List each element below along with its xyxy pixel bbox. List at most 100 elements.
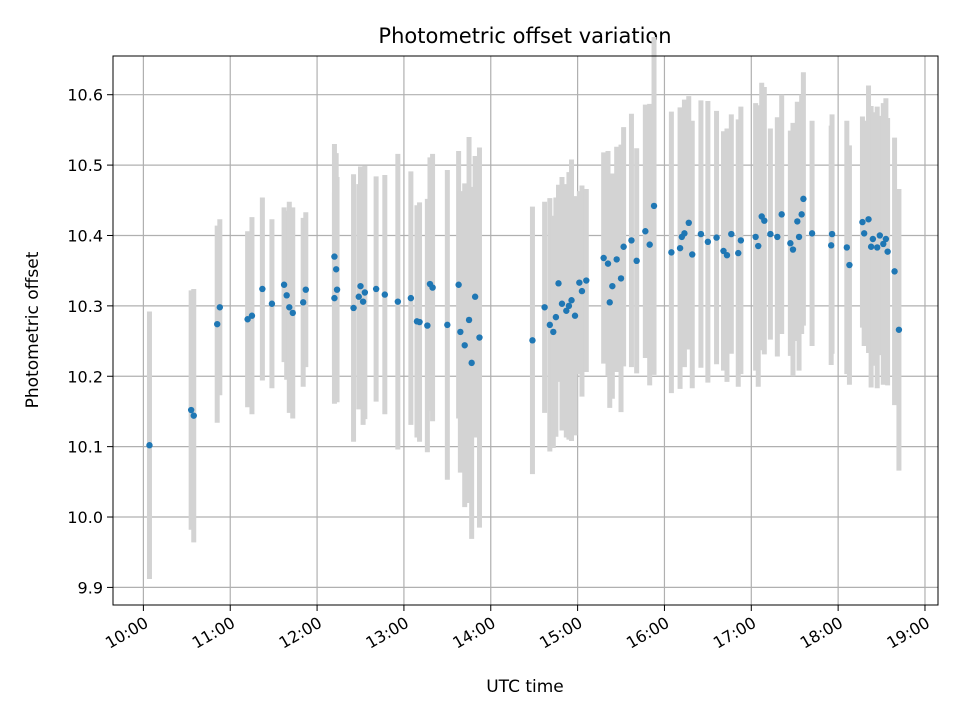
y-tick-label: 9.9 bbox=[78, 578, 103, 597]
data-point bbox=[646, 241, 653, 248]
data-point bbox=[576, 279, 583, 286]
data-point bbox=[882, 235, 890, 243]
data-point bbox=[381, 291, 389, 298]
data-point bbox=[289, 309, 296, 317]
data-point bbox=[609, 282, 616, 290]
data-point bbox=[681, 230, 688, 237]
data-point bbox=[529, 337, 536, 344]
y-tick-label: 10.3 bbox=[67, 297, 103, 316]
data-point bbox=[361, 289, 369, 296]
data-point bbox=[704, 238, 712, 246]
data-point bbox=[874, 244, 881, 251]
y-tick-label: 10.6 bbox=[67, 86, 103, 105]
data-point bbox=[546, 321, 554, 329]
data-point bbox=[280, 281, 288, 288]
y-axis: 9.9 10.0 10.1 10.2 10.3 10.4 10.5 10.6 bbox=[67, 86, 113, 597]
data-point bbox=[299, 299, 307, 306]
data-point bbox=[578, 287, 586, 295]
data-point bbox=[620, 243, 627, 250]
data-point bbox=[268, 300, 276, 307]
data-point bbox=[778, 211, 785, 218]
data-point bbox=[798, 211, 805, 218]
data-point bbox=[800, 195, 807, 203]
data-point bbox=[465, 316, 473, 324]
data-point bbox=[468, 359, 475, 367]
data-point bbox=[550, 328, 557, 336]
data-point bbox=[350, 304, 357, 312]
data-point bbox=[867, 243, 875, 250]
data-point bbox=[461, 342, 468, 349]
data-point bbox=[424, 322, 431, 329]
data-point bbox=[737, 237, 745, 244]
data-point bbox=[555, 280, 562, 287]
data-point bbox=[552, 313, 560, 321]
data-point bbox=[860, 230, 868, 237]
data-point bbox=[755, 242, 762, 250]
data-point bbox=[331, 253, 338, 260]
data-point bbox=[891, 268, 898, 275]
data-point bbox=[190, 412, 197, 419]
data-point bbox=[357, 282, 364, 290]
y-tick-label: 10.5 bbox=[67, 156, 103, 175]
data-point bbox=[283, 292, 290, 299]
data-point bbox=[359, 298, 367, 305]
data-point bbox=[628, 237, 635, 244]
data-point bbox=[457, 328, 464, 336]
y-tick-label: 10.4 bbox=[67, 226, 103, 245]
data-point bbox=[568, 297, 575, 304]
data-point bbox=[720, 247, 727, 255]
data-point bbox=[633, 257, 640, 265]
data-point bbox=[372, 285, 380, 293]
data-point bbox=[416, 318, 423, 326]
data-point bbox=[827, 242, 835, 249]
data-point bbox=[884, 248, 891, 255]
data-point bbox=[697, 230, 705, 238]
data-point bbox=[444, 321, 451, 329]
data-point bbox=[617, 275, 625, 282]
data-point bbox=[642, 228, 649, 235]
data-point bbox=[583, 277, 590, 284]
data-point bbox=[613, 256, 620, 263]
data-point bbox=[685, 219, 692, 227]
data-point bbox=[895, 326, 903, 333]
data-point bbox=[333, 286, 341, 293]
data-point bbox=[795, 233, 803, 241]
data-point bbox=[259, 285, 266, 293]
y-tick-label: 10.2 bbox=[67, 367, 103, 386]
data-point bbox=[752, 233, 759, 241]
data-point bbox=[600, 254, 607, 262]
y-axis-label: Photometric offset bbox=[23, 251, 43, 408]
data-point bbox=[286, 304, 293, 311]
plot-frame bbox=[112, 55, 939, 606]
x-axis-label: UTC time bbox=[486, 677, 564, 697]
data-point bbox=[865, 216, 872, 223]
data-point bbox=[774, 233, 781, 241]
data-point bbox=[355, 293, 362, 300]
data-point bbox=[606, 299, 613, 306]
data-point bbox=[541, 304, 548, 311]
data-point bbox=[302, 286, 309, 293]
data-point bbox=[146, 442, 153, 449]
data-point bbox=[248, 312, 256, 319]
data-point bbox=[846, 261, 853, 269]
data-point bbox=[571, 312, 579, 319]
data-point bbox=[794, 218, 801, 225]
data-point bbox=[604, 260, 612, 267]
data-point bbox=[455, 281, 462, 288]
data-point bbox=[650, 202, 658, 210]
data-point bbox=[828, 230, 836, 238]
data-point bbox=[859, 218, 866, 226]
data-point bbox=[216, 304, 224, 311]
data-point bbox=[876, 232, 884, 239]
data-point bbox=[471, 293, 479, 300]
data-point bbox=[244, 316, 251, 323]
data-points bbox=[146, 195, 903, 449]
data-point bbox=[187, 406, 195, 414]
data-point bbox=[869, 235, 877, 243]
data-point bbox=[331, 294, 338, 302]
data-point bbox=[767, 230, 774, 238]
data-point bbox=[668, 249, 675, 256]
data-point bbox=[728, 230, 735, 238]
data-point bbox=[843, 244, 851, 251]
